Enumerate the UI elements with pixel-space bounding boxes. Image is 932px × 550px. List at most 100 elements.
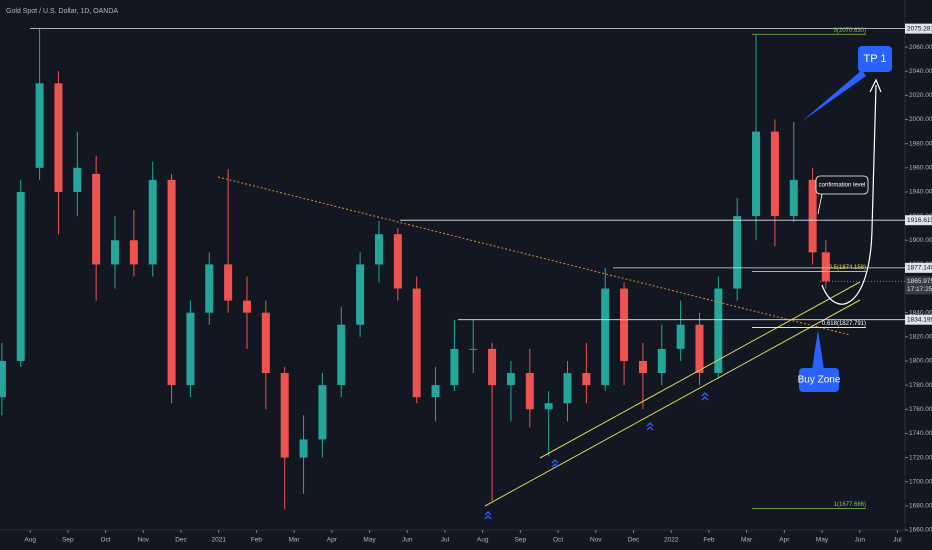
candle-body (129, 240, 138, 265)
fib-label: 0.5(1874.158) (829, 265, 866, 271)
trend-line (217, 176, 851, 336)
y-tick-label: 1840.000 (909, 309, 932, 316)
note-box (815, 175, 869, 195)
candle-body (752, 131, 761, 217)
price-tag (905, 314, 932, 325)
x-tick-label: Oct (101, 537, 111, 544)
candle-body (582, 373, 591, 386)
countdown: 17:17:25 (907, 286, 932, 293)
x-tick-label: Jun (855, 537, 866, 544)
projection-arrow (821, 84, 877, 305)
y-tick-label: 1940.000 (909, 189, 932, 196)
chart-title: Gold Spot / U.S. Dollar, 1D, OANDA (6, 8, 118, 15)
y-tick-label: 1680.000 (909, 503, 932, 510)
candle-body (714, 288, 723, 374)
x-tick-label: Apr (779, 537, 790, 544)
x-tick-label: 2021 (211, 537, 226, 544)
candle-body (167, 179, 176, 386)
candle-body (299, 439, 308, 458)
x-tick-label: Feb (251, 537, 263, 544)
price-tag (905, 262, 932, 273)
x-tick-label: Feb (703, 537, 715, 544)
y-tick-label: 1780.000 (909, 382, 932, 389)
candle-body (393, 234, 402, 289)
candle-body (205, 264, 214, 313)
x-tick-label: May (816, 537, 829, 544)
candle-body (242, 300, 251, 313)
y-tick-label: 2060.000 (909, 44, 932, 51)
x-tick-label: Aug (24, 537, 36, 544)
candle-body (733, 216, 742, 289)
y-tick-label: 2000.000 (909, 116, 932, 123)
price-tag (905, 215, 932, 226)
candle-body (469, 348, 478, 350)
candle-body (186, 312, 195, 386)
candle-body (54, 83, 63, 192)
candle-body (821, 252, 830, 282)
candle-body (620, 288, 629, 361)
x-tick-label: Dec (175, 537, 187, 544)
candle-body (506, 373, 515, 386)
candle-body (73, 167, 82, 192)
candle-body (16, 191, 25, 361)
channel-line (484, 299, 861, 507)
price-tag (905, 23, 932, 34)
candle-body (412, 288, 421, 398)
candle-body (356, 264, 365, 325)
candle-body (638, 360, 647, 374)
fib-label: 1(1677.686) (834, 502, 866, 508)
candle-body (544, 403, 553, 410)
candle-body (601, 288, 610, 386)
channel-line (539, 281, 861, 459)
candle-body (337, 324, 346, 386)
price-tag-label: 1877.140 (907, 265, 932, 272)
candle-body (770, 131, 779, 217)
candle-body (92, 173, 101, 265)
candle-body (0, 360, 6, 398)
y-tick-label: 1960.000 (909, 165, 932, 172)
fib-label: 0(2070.630) (834, 28, 866, 34)
candle-body (111, 240, 120, 265)
candle-body (224, 264, 233, 301)
callout-pointer (812, 330, 824, 370)
y-tick-label: 1760.000 (909, 406, 932, 413)
candle-body (789, 179, 798, 217)
x-tick-label: Jun (402, 537, 413, 544)
plot-area (0, 28, 830, 510)
candle-body (280, 373, 289, 458)
x-tick-label: Oct (553, 537, 563, 544)
x-tick-label: Nov (590, 537, 602, 544)
x-tick-label: Dec (628, 537, 640, 544)
candle-body (35, 83, 44, 168)
candle-body (431, 385, 440, 398)
x-tick-label: Jul (893, 537, 902, 544)
y-tick-label: 2020.000 (909, 92, 932, 99)
last-price-label: 1865.975 (907, 278, 932, 285)
candle-body (695, 324, 704, 374)
y-tick-label: 1800.000 (909, 358, 932, 365)
y-tick-label: 1720.000 (909, 454, 932, 461)
candle-body (657, 348, 666, 374)
candle-body (261, 312, 270, 374)
x-tick-label: Sep (515, 537, 527, 544)
buy-zone-label: Buy Zone (798, 375, 841, 386)
target-label: TP 1 (863, 53, 886, 65)
callout-box (799, 368, 839, 392)
chevrons (484, 392, 709, 520)
arrow-head (869, 78, 882, 93)
candle-body (374, 234, 383, 265)
fib-label: 0.618(1827.791) (822, 321, 866, 327)
x-tick-label: Apr (327, 537, 338, 544)
candle-body (488, 348, 497, 386)
candle-body (676, 324, 685, 349)
candle-body (808, 179, 817, 253)
x-tick-label: Jul (441, 537, 450, 544)
candle-body (450, 348, 459, 386)
price-tag-label: 2075.281 (907, 25, 932, 32)
note-pointer (817, 193, 823, 215)
last-price-tag (905, 276, 932, 295)
x-tick-label: Mar (741, 537, 753, 544)
